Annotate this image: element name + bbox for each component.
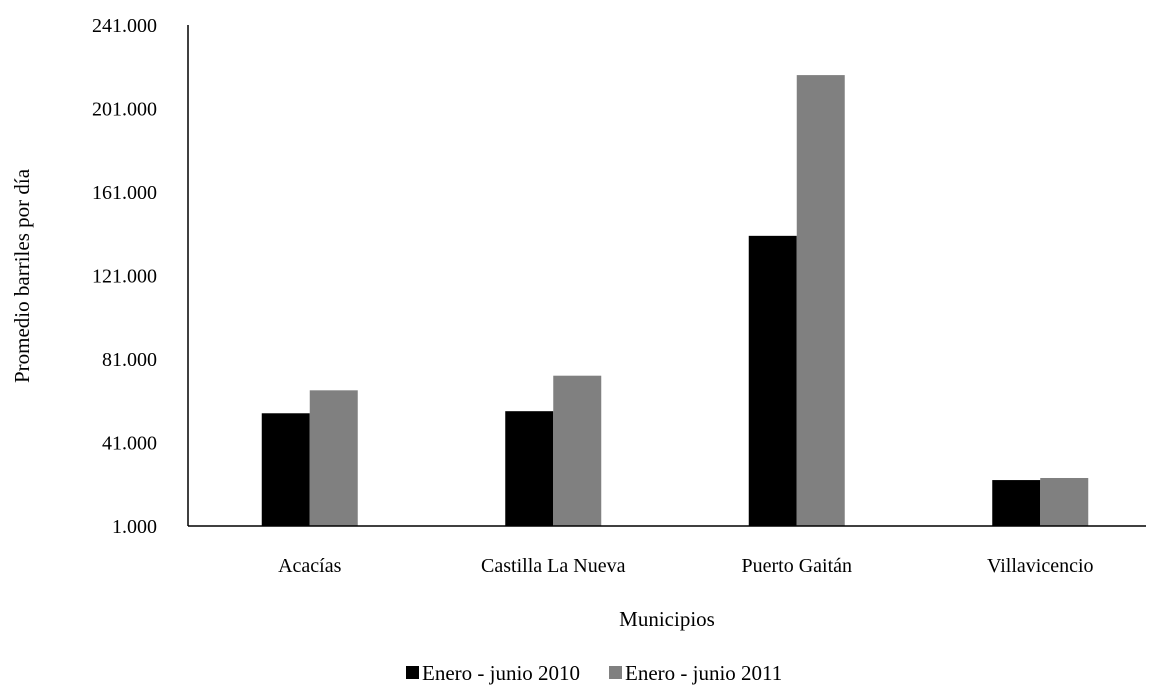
bar-2010 [992, 480, 1041, 526]
legend-label: Enero - junio 2010 [422, 661, 580, 685]
bar-2010 [505, 411, 554, 526]
y-tick-label: 161.000 [92, 182, 157, 204]
legend-swatch [609, 666, 622, 679]
x-tick-label: Villavicencio [987, 555, 1094, 577]
y-tick-label: 121.000 [92, 266, 157, 288]
bars-group [261, 75, 1089, 526]
y-axis-title: Promedio barriles por día [10, 168, 34, 383]
y-tick-label: 81.000 [102, 349, 157, 371]
y-tick-label: 41.000 [102, 433, 157, 455]
x-tick-label: Puerto Gaitán [741, 555, 852, 577]
y-tick-labels: 1.000 41.000 81.000 121.000 161.000 201.000 24… [92, 15, 157, 538]
y-tick-label: 1.000 [112, 516, 157, 538]
bar-2011 [796, 75, 845, 526]
x-tick-label: Acacías [278, 555, 342, 577]
legend-swatch [406, 666, 419, 679]
bar-2010 [748, 235, 797, 526]
bar-2010 [261, 413, 310, 526]
bar-2011 [1040, 477, 1089, 526]
y-tick-label: 201.000 [92, 99, 157, 121]
legend-label: Enero - junio 2011 [625, 661, 782, 685]
x-tick-label: Castilla La Nueva [481, 555, 626, 577]
bar-2011 [553, 375, 602, 526]
x-tick-labels: Acacías Castilla La Nueva Puerto Gaitán Vil… [278, 555, 1093, 577]
x-axis-title: Municipios [619, 607, 715, 631]
bar-2011 [309, 390, 358, 526]
legend: Enero - junio 2010 Enero - junio 2011 [406, 661, 782, 685]
y-tick-label: 241.000 [92, 15, 157, 37]
